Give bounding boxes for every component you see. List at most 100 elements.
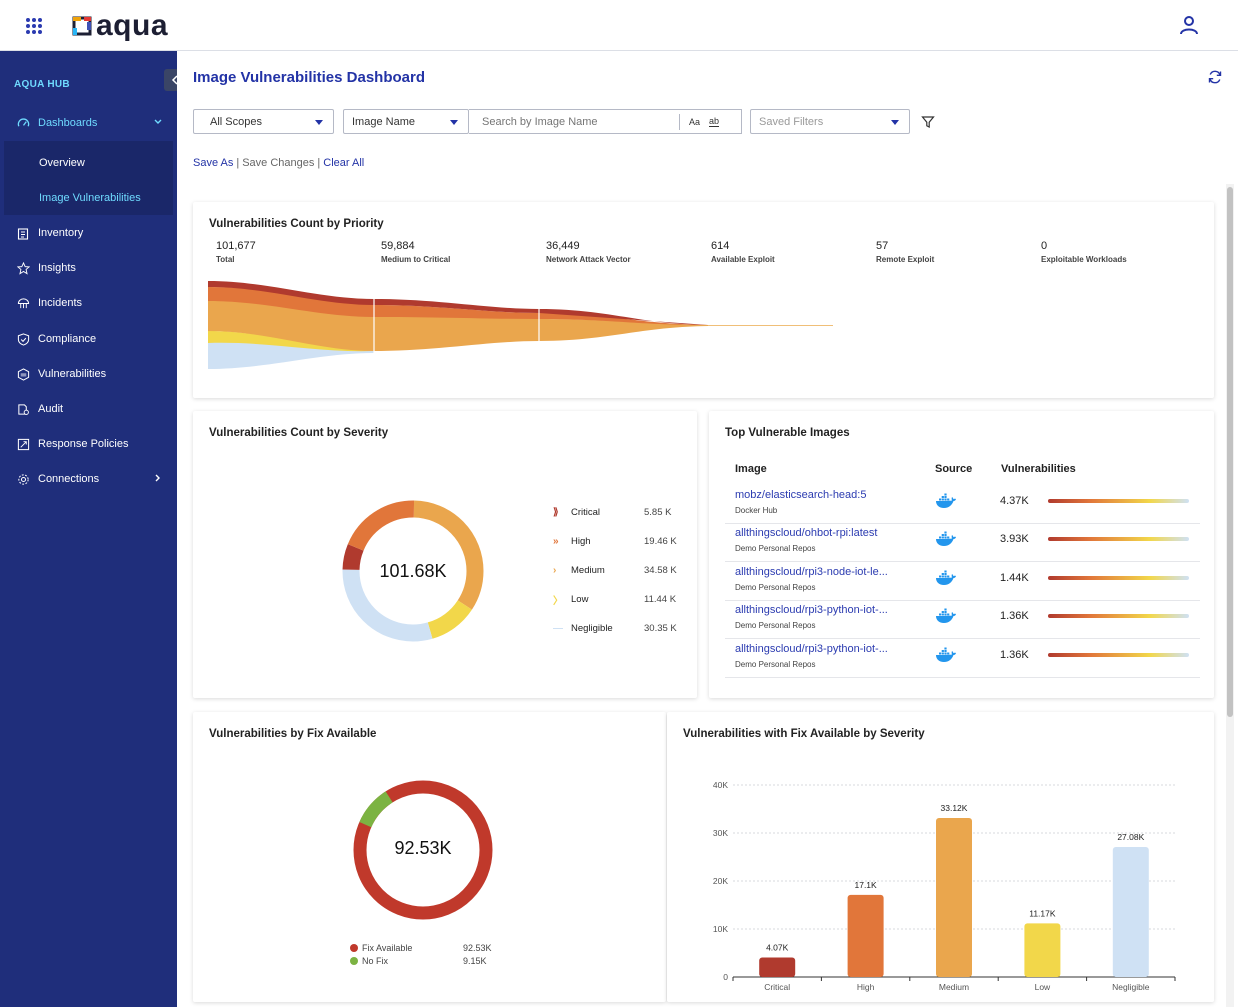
- search-input[interactable]: [469, 115, 679, 128]
- app-grid-icon[interactable]: [26, 18, 42, 34]
- bar-value-label: 17.1K: [854, 880, 877, 890]
- table-row[interactable]: allthingscloud/rpi3-node-iot-le... Demo …: [725, 562, 1200, 601]
- x-tick-label: Critical: [764, 982, 790, 992]
- severity-card: Vulnerabilities Count by Severity 101.68…: [193, 411, 697, 698]
- field-select[interactable]: Image Name: [343, 109, 469, 134]
- legend-item-low[interactable]: 〉 Low 11.44 K: [553, 592, 676, 607]
- table-row[interactable]: allthingscloud/rpi3-python-iot-... Demo …: [725, 639, 1200, 678]
- saved-filters-select[interactable]: Saved Filters: [750, 109, 910, 134]
- priority-stat[interactable]: 0 Exploitable Workloads: [1041, 240, 1127, 264]
- match-word-toggle[interactable]: ab: [709, 115, 720, 127]
- table-row[interactable]: mobz/elasticsearch-head:5 Docker Hub 4.3…: [725, 485, 1200, 524]
- fix-donut-chart[interactable]: [348, 775, 498, 925]
- filter-icon[interactable]: [921, 115, 935, 129]
- sidebar-item-incidents[interactable]: Incidents: [0, 286, 177, 320]
- sidebar-item-response-policies[interactable]: Response Policies: [0, 427, 177, 461]
- bar-value-label: 27.08K: [1117, 832, 1144, 842]
- clear-all-link[interactable]: Clear All: [323, 157, 365, 169]
- image-name-link[interactable]: allthingscloud/rpi3-python-iot-...: [735, 643, 888, 655]
- table-row[interactable]: allthingscloud/rpi3-python-iot-... Demo …: [725, 600, 1200, 639]
- star-icon: [16, 261, 30, 275]
- priority-stat[interactable]: 101,677 Total: [216, 240, 256, 264]
- priority-stat-label: Network Attack Vector: [546, 255, 631, 264]
- bar-critical[interactable]: [759, 957, 796, 977]
- table-row[interactable]: allthingscloud/ohbot-rpi:latest Demo Per…: [725, 523, 1200, 562]
- severity-center-value: 101.68K: [379, 561, 447, 581]
- image-name-link[interactable]: allthingscloud/ohbot-rpi:latest: [735, 527, 878, 539]
- bar-low[interactable]: [1024, 923, 1061, 977]
- caret-down-icon: [450, 120, 458, 125]
- chevron-left-icon: [171, 75, 178, 85]
- save-changes-link[interactable]: Save Changes: [242, 157, 315, 169]
- severity-donut-chart[interactable]: [338, 496, 488, 646]
- fix-available-card: Vulnerabilities by Fix Available 92.53K …: [193, 712, 666, 1002]
- vulnerability-bar: [1048, 614, 1189, 618]
- docker-icon: [936, 647, 956, 662]
- priority-stat[interactable]: 59,884 Medium to Critical: [381, 240, 450, 264]
- gear-icon: [16, 472, 30, 486]
- legend-item-fix-available[interactable]: Fix Available: [350, 943, 412, 953]
- refresh-icon[interactable]: [1207, 69, 1223, 85]
- priority-stat-value: 614: [711, 240, 730, 252]
- priority-stat[interactable]: 57 Remote Exploit: [876, 240, 934, 264]
- x-tick-label: Negligible: [1112, 982, 1150, 992]
- bar-high[interactable]: [847, 894, 884, 977]
- sidebar-item-connections[interactable]: Connections: [0, 462, 177, 496]
- user-profile-icon[interactable]: [1178, 14, 1200, 36]
- sidebar-item-inventory[interactable]: Inventory: [0, 216, 177, 250]
- image-name-link[interactable]: allthingscloud/rpi3-node-iot-le...: [735, 566, 888, 578]
- bar-chart-title: Vulnerabilities with Fix Available by Se…: [683, 728, 925, 740]
- priority-stat[interactable]: 614 Available Exploit: [711, 240, 775, 264]
- sidebar-subitem-overview[interactable]: Overview: [39, 157, 85, 169]
- legend-item-no-fix[interactable]: No Fix: [350, 956, 388, 966]
- donut-segment-high: [342, 500, 484, 642]
- priority-funnel-chart[interactable]: [208, 279, 833, 371]
- sidebar-item-label: Dashboards: [38, 117, 98, 129]
- priority-stat[interactable]: 36,449 Network Attack Vector: [546, 240, 631, 264]
- legend-value: 19.46 K: [644, 535, 677, 547]
- image-name-link[interactable]: mobz/elasticsearch-head:5: [735, 489, 867, 501]
- legend-item-negligible[interactable]: — Negligible 30.35 K: [553, 621, 677, 635]
- bar-value-label: 11.17K: [1029, 908, 1056, 918]
- legend-item-medium[interactable]: › Medium 34.58 K: [553, 563, 677, 577]
- legend-value: 92.53K: [463, 943, 492, 953]
- save-as-link[interactable]: Save As: [193, 157, 234, 169]
- sidebar-item-label: Audit: [38, 403, 64, 415]
- vulnerability-bar: [1048, 537, 1189, 541]
- funnel-band-critical-2: [374, 299, 539, 313]
- legend-label: No Fix: [362, 956, 389, 966]
- cve-icon: [16, 367, 30, 381]
- priority-stat-value: 0: [1041, 240, 1048, 252]
- fix-by-severity-bar-chart[interactable]: 0 10K 20K 30K 40K 4.07K Critical 17.1K High 33.12…: [667, 752, 1214, 992]
- vulnerability-count: 1.44K: [1000, 572, 1029, 584]
- fix-by-severity-card: Vulnerabilities with Fix Available by Se…: [667, 712, 1214, 1002]
- sidebar-item-vulnerabilities[interactable]: Vulnerabilities: [0, 357, 177, 391]
- top-images-card-title: Top Vulnerable Images: [725, 427, 850, 439]
- image-source: Docker Hub: [735, 506, 778, 515]
- aqua-logo[interactable]: aqua: [72, 10, 168, 42]
- scope-select[interactable]: All Scopes: [193, 109, 334, 134]
- caret-down-icon: [891, 120, 899, 125]
- bar-negligible[interactable]: [1112, 847, 1149, 977]
- priority-stat-label: Medium to Critical: [381, 255, 451, 264]
- sidebar-item-audit[interactable]: Audit: [0, 392, 177, 426]
- scrollbar-thumb[interactable]: [1227, 187, 1233, 717]
- sidebar-item-insights[interactable]: Insights: [0, 251, 177, 285]
- severity-card-title: Vulnerabilities Count by Severity: [209, 427, 389, 439]
- negligible-marker-icon: —: [553, 622, 563, 634]
- bar-medium[interactable]: [936, 818, 972, 977]
- sidebar: AQUA HUB Dashboards Overview Image Vulne…: [0, 51, 186, 1007]
- legend-item-critical[interactable]: ⟫ Critical 5.85 K: [553, 505, 671, 519]
- priority-card-title: Vulnerabilities Count by Priority: [209, 218, 384, 230]
- image-name-link[interactable]: allthingscloud/rpi3-python-iot-...: [735, 604, 888, 616]
- priority-stat-value: 59,884: [381, 240, 415, 252]
- high-marker-icon: »: [553, 535, 559, 547]
- sidebar-item-dashboards[interactable]: Dashboards: [0, 106, 177, 140]
- divider: |: [317, 157, 321, 169]
- legend-item-high[interactable]: » High 19.46 K: [553, 534, 677, 548]
- sidebar-subitem-image-vulnerabilities[interactable]: Image Vulnerabilities: [39, 192, 141, 204]
- x-tick-label: Medium: [939, 982, 969, 992]
- sidebar-item-compliance[interactable]: Compliance: [0, 322, 177, 356]
- funnel-band-high-2: [374, 305, 539, 319]
- match-case-toggle[interactable]: Aa: [689, 116, 701, 127]
